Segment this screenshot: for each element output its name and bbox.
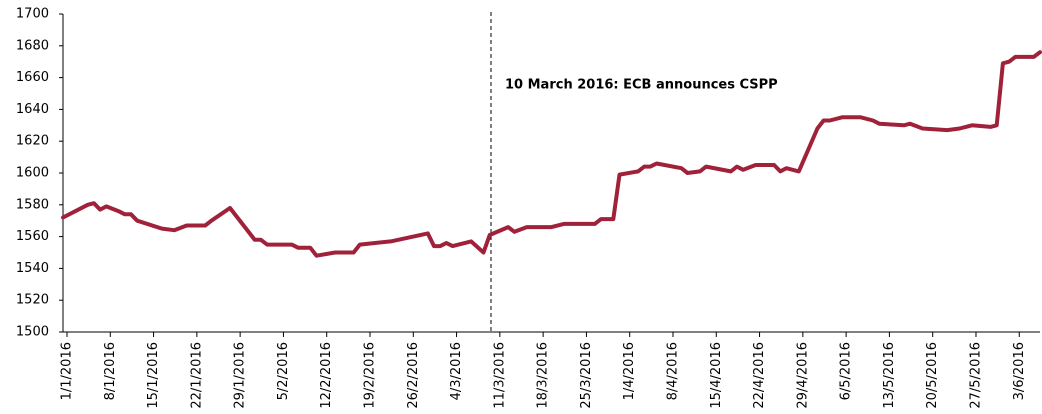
y-tick-label: 1640 — [16, 102, 49, 117]
x-tick-label: 1/1/2016 — [60, 342, 75, 400]
x-tick-label: 11/3/2016 — [492, 342, 507, 409]
x-tick-label: 6/5/2016 — [839, 342, 854, 400]
x-tick-label: 18/3/2016 — [536, 342, 551, 409]
x-tick-label: 8/1/2016 — [103, 342, 118, 400]
x-tick-label: 5/2/2016 — [276, 342, 291, 400]
x-tick-label: 3/6/2016 — [1012, 342, 1027, 400]
x-tick-label: 8/4/2016 — [665, 342, 680, 400]
y-tick-label: 1560 — [16, 229, 49, 244]
x-tick-label: 29/4/2016 — [795, 342, 810, 409]
y-tick-label: 1580 — [16, 197, 49, 212]
y-tick-label: 1660 — [16, 70, 49, 85]
series-line — [61, 50, 1042, 258]
y-tick-label: 1500 — [16, 325, 49, 340]
x-tick-label: 1/4/2016 — [622, 342, 637, 400]
x-tick-label: 20/5/2016 — [925, 342, 940, 409]
y-tick-label: 1540 — [16, 261, 49, 276]
x-tick-label: 22/1/2016 — [189, 342, 204, 409]
annotation: 10 March 2016: ECB announces CSPP — [505, 78, 778, 93]
x-tick-label: 15/4/2016 — [709, 342, 724, 409]
x-tick-label: 25/3/2016 — [579, 342, 594, 409]
x-tick-label: 12/2/2016 — [319, 342, 334, 409]
x-tick-label: 13/5/2016 — [882, 342, 897, 409]
y-tick-label: 1700 — [16, 7, 49, 22]
y-tick-label: 1680 — [16, 38, 49, 53]
x-tick-label: 4/3/2016 — [449, 342, 464, 400]
x-tick-label: 15/1/2016 — [146, 342, 161, 409]
x-tick-label: 19/2/2016 — [362, 342, 377, 409]
y-tick-label: 1620 — [16, 134, 49, 149]
y-tick-label: 1520 — [16, 293, 49, 308]
x-tick-label: 26/2/2016 — [406, 342, 421, 409]
y-tick-label: 1600 — [16, 166, 49, 181]
x-tick-label: 29/1/2016 — [233, 342, 248, 409]
x-tick-label: 22/4/2016 — [752, 342, 767, 409]
x-tick-label: 27/5/2016 — [968, 342, 983, 409]
